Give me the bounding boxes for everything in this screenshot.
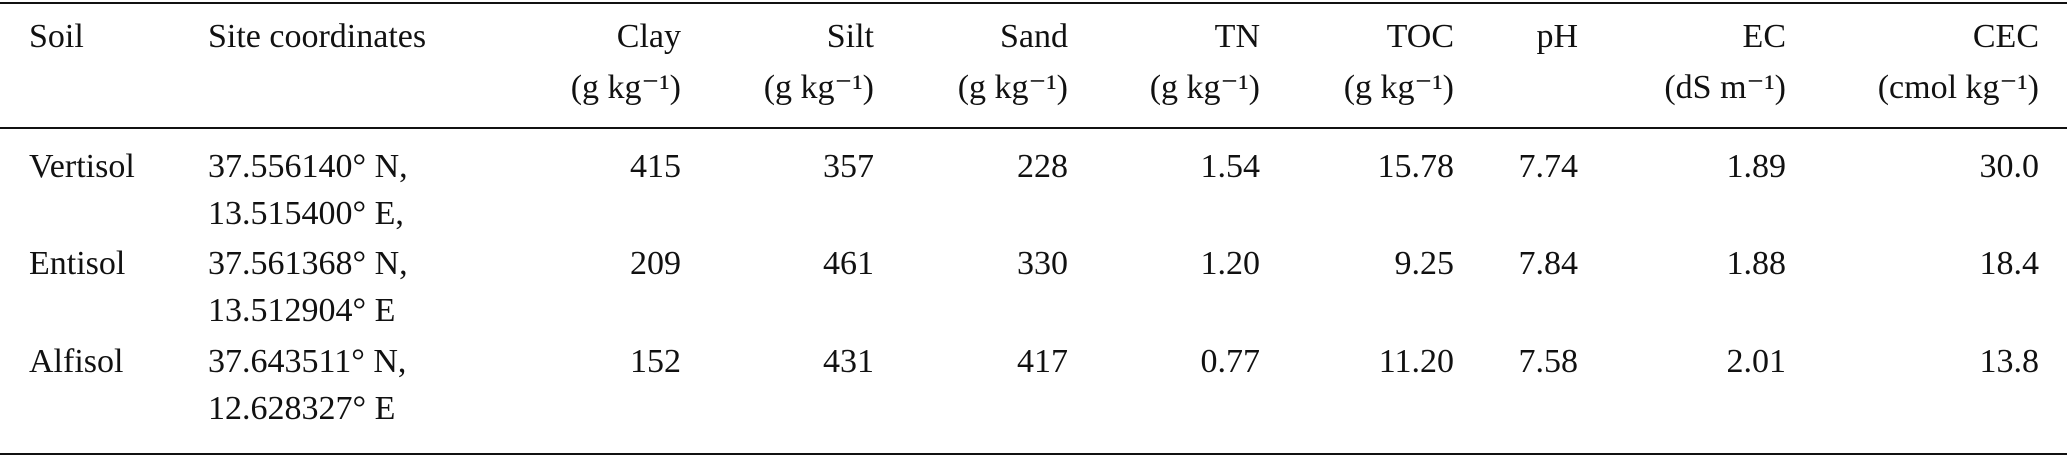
cell-value: 417 — [1017, 343, 1068, 380]
cell-value: 357 — [823, 148, 874, 185]
top-rule — [0, 2, 2067, 4]
coordinate-line: 13.515400° E, — [208, 195, 404, 232]
cell-value: 152 — [630, 343, 681, 380]
cell-value: 30.0 — [1979, 148, 2040, 185]
column-header: EC — [1742, 18, 1786, 55]
coordinate-line: 37.556140° N, — [208, 148, 408, 185]
coordinate-line: 37.561368° N, — [208, 245, 408, 282]
cell-value: 15.78 — [1377, 148, 1455, 185]
cell-value: 7.58 — [1518, 343, 1579, 380]
coordinate-line: 13.512904° E — [208, 292, 396, 329]
cell-value: 1.20 — [1200, 245, 1261, 282]
column-header: Soil — [29, 18, 84, 55]
column-unit: (cmol kg⁻¹) — [1877, 69, 2039, 106]
cell-value: 7.84 — [1518, 245, 1579, 282]
cell-value: 18.4 — [1979, 245, 2040, 282]
soil-name: Entisol — [29, 245, 126, 282]
column-header: Sand — [1000, 18, 1068, 55]
column-unit: (g kg⁻¹) — [957, 69, 1068, 106]
column-unit: (g kg⁻¹) — [570, 69, 681, 106]
cell-value: 7.74 — [1518, 148, 1579, 185]
column-header: TN — [1214, 18, 1260, 55]
column-unit: (g kg⁻¹) — [1149, 69, 1260, 106]
column-header: Site coordinates — [208, 18, 427, 55]
cell-value: 13.8 — [1979, 343, 2040, 380]
column-header: CEC — [1972, 18, 2039, 55]
soil-name: Vertisol — [29, 148, 135, 185]
cell-value: 0.77 — [1200, 343, 1261, 380]
cell-value: 228 — [1017, 148, 1068, 185]
cell-value: 1.89 — [1726, 148, 1787, 185]
cell-value: 461 — [823, 245, 874, 282]
cell-value: 415 — [630, 148, 681, 185]
column-header: TOC — [1386, 18, 1454, 55]
cell-value: 11.20 — [1378, 343, 1454, 380]
bottom-rule — [0, 453, 2067, 455]
cell-value: 9.25 — [1394, 245, 1455, 282]
soil-name: Alfisol — [29, 343, 124, 380]
column-unit: (g kg⁻¹) — [1343, 69, 1454, 106]
coordinate-line: 37.643511° N, — [208, 343, 407, 380]
cell-value: 431 — [823, 343, 874, 380]
column-header: Clay — [616, 18, 681, 55]
mid-rule — [0, 127, 2067, 129]
coordinate-line: 12.628327° E — [208, 390, 396, 427]
cell-value: 330 — [1017, 245, 1068, 282]
column-header: Silt — [826, 18, 874, 55]
cell-value: 1.88 — [1726, 245, 1787, 282]
cell-value: 1.54 — [1200, 148, 1261, 185]
cell-value: 2.01 — [1726, 343, 1787, 380]
cell-value: 209 — [630, 245, 681, 282]
column-unit: (g kg⁻¹) — [763, 69, 874, 106]
column-header: pH — [1536, 18, 1578, 55]
column-unit: (dS m⁻¹) — [1664, 69, 1786, 106]
